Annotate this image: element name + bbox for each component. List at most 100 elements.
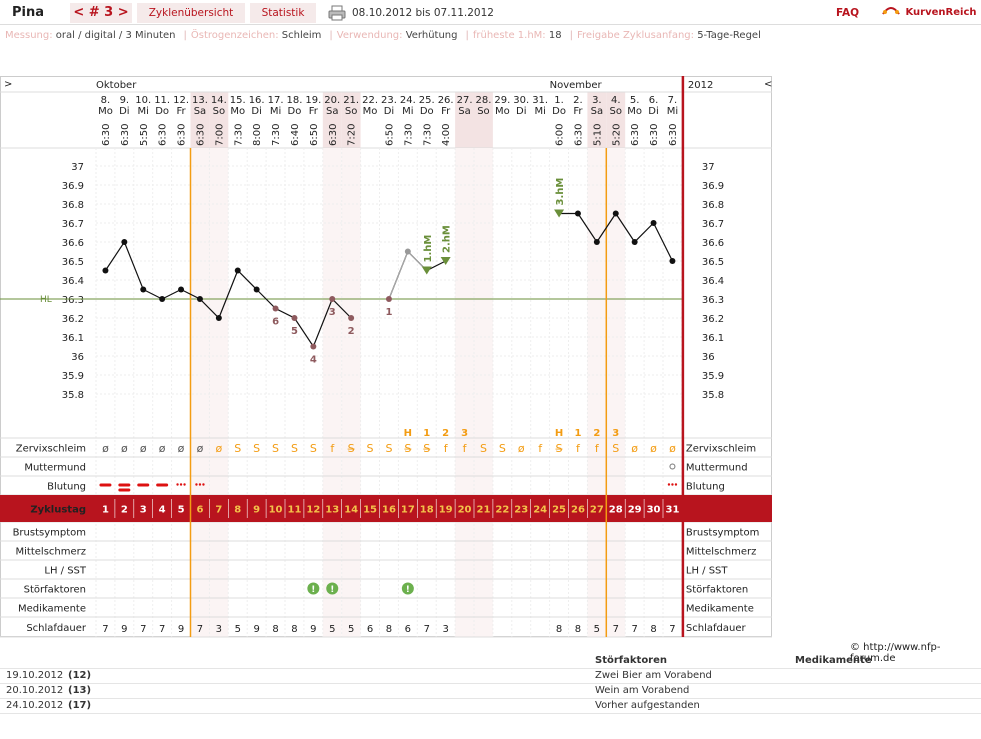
spotting-mark [671,483,674,486]
weekend-shade [322,148,342,637]
sleep-value: 5 [235,624,241,635]
temp-point [215,315,222,321]
tab-zyklenuebersicht[interactable]: Zyklenübersicht [137,3,245,23]
printer-icon[interactable] [328,5,346,21]
cervix-symbol: S [291,442,298,455]
measure-time: 6:50 [384,124,395,146]
spotting-mark [667,483,671,486]
measure-time: 6:30 [328,124,339,146]
weekday: Do [155,106,169,117]
hm-label: 2.hM [442,225,453,253]
weekday: So [345,106,357,117]
row-label-mittelschmerz-right: Mittelschmerz [686,547,756,558]
sleep-value: 7 [140,624,146,635]
measure-time: 6:40 [290,124,301,146]
spotting-mark [176,483,179,486]
y-tick-right: 35.9 [702,371,724,382]
weekday: Di [648,106,658,117]
hm-triangle [554,209,565,218]
hm-marker: H [404,428,412,439]
temp-point [612,210,619,217]
y-tick-left: 36.5 [62,257,84,268]
cycle-day: 27 [590,505,604,516]
row-label-zyklustag: Zyklustag [30,505,86,516]
sleep-value: 6 [405,624,411,635]
month-label: November [550,80,603,91]
day-number: 29. [494,95,510,106]
stoerfaktor-icon [401,582,414,595]
temp-point [178,286,185,293]
cervix-symbol: f [463,442,468,455]
cycle-day: 25 [552,505,566,516]
separator: | [569,30,573,41]
logo-icon [882,7,900,15]
measure-time: 6:30 [668,124,679,146]
temp-point [159,296,166,302]
hm-marker: 3 [612,428,619,439]
weekday: So [610,106,622,117]
bleeding-mark [99,483,112,487]
weekend-shade [455,148,474,637]
separator: | [465,30,469,41]
y-tick-right: 36 [702,352,715,363]
row-label-schlafdauer: Schlafdauer [26,623,87,634]
measure-time: 8:00 [252,124,263,146]
temp-point [140,286,147,293]
temp-point [196,296,203,302]
weekend-shade [606,92,626,148]
setting-label: Messung: [5,30,56,41]
temp-point [669,258,676,264]
cycle-day: 2 [121,505,128,516]
cycle-day: 18 [420,505,434,516]
cervix-symbol: S [385,442,392,455]
measure-time: 6:30 [177,124,188,146]
weekday: Mo [363,106,378,117]
weekday: So [477,106,489,117]
cervix-symbol: S [612,442,619,455]
note-text: Wein am Vorabend [595,685,690,696]
muttermund-symbol [669,463,676,470]
bleeding-mark [137,483,150,487]
y-tick-left: 36.1 [62,333,84,344]
weekday: Mo [495,106,510,117]
day-number: 10. [135,95,151,106]
cycle-day: 15 [363,505,377,516]
cycle-nav[interactable]: < # 3 > [70,3,132,23]
measure-time: 6:30 [649,124,660,146]
measure-time: 5:20 [611,124,622,146]
row-label-blutung: Blutung [47,482,86,493]
y-tick-left: 36.6 [62,238,84,249]
spotting-mark [195,483,198,486]
row-label-lh-sst-right: LH / SST [686,566,729,577]
low-number: 4 [310,355,317,366]
kurvenreich-logo[interactable]: KurvenReich [880,3,980,23]
sleep-value: 5 [594,624,600,635]
measure-time: 7:00 [214,124,225,146]
weekday: Mi [402,106,413,117]
weekday: Mo [230,106,245,117]
tab-statistik[interactable]: Statistik [250,3,316,23]
notes-header: Störfaktoren Medikamente [0,654,981,669]
row-label-muttermund: Muttermund [24,463,86,474]
faq-link[interactable]: FAQ [836,7,860,19]
temp-point-low [291,315,298,321]
row-label-zervixschleim-right: Zervixschleim [686,444,756,455]
weekend-shade [209,148,229,637]
col-medikamente: Medikamente [795,655,872,666]
y-tick-left: 36.9 [62,181,84,192]
weekend-shade [341,148,361,637]
hm-triangle [421,266,432,275]
measure-time: 4:00 [441,124,452,146]
low-number: 6 [272,317,279,328]
measure-time: 6:50 [309,124,320,146]
y-tick-left: 36.4 [62,276,84,287]
measure-time: 7:30 [233,124,244,146]
weekday: Mi [667,106,678,117]
hm-marker: 2 [593,428,600,439]
day-number: 7. [668,95,678,106]
hm-marker: 1 [423,428,430,439]
low-number: 5 [291,326,298,337]
bleeding-mark [156,483,169,487]
y-tick-right: 37 [702,162,715,173]
year-label: 2012 [688,80,713,91]
